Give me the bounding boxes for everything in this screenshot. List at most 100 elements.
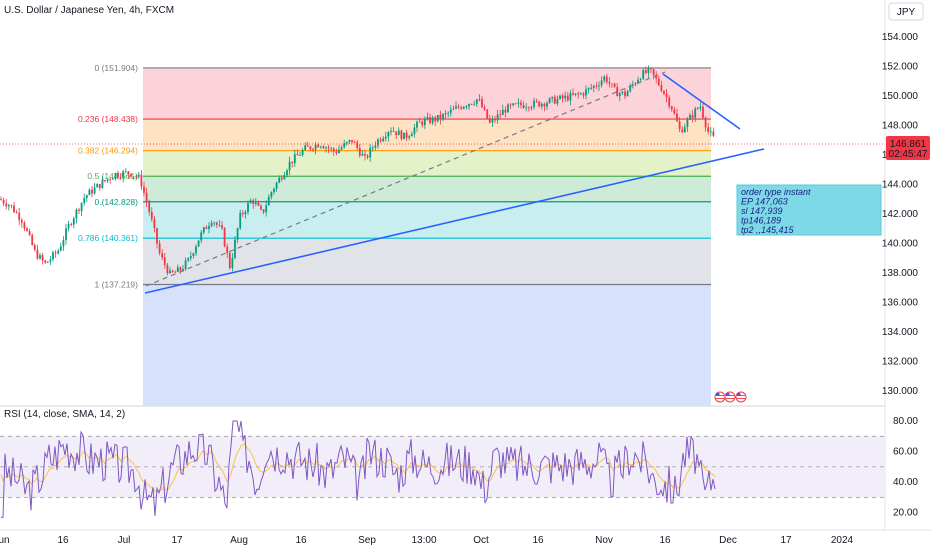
fib-level-label: 0.(142.828) [95,197,139,207]
candle-body [0,199,2,201]
candle-body [486,109,489,119]
price-tick: 136.000 [882,298,919,309]
candle-body [707,127,710,132]
candle-body [223,228,226,247]
candle-body [52,252,54,260]
candle-body [603,76,606,81]
us-flag-canton-icon [737,393,741,396]
candle-body [20,220,23,223]
candle-body [668,97,671,107]
candle-body [184,260,187,269]
candle-body [501,109,504,115]
time-tick: un [0,535,10,546]
candle-body [132,176,135,178]
candle-body [215,222,218,225]
order-note-line: order type instant [741,187,811,197]
time-tick: 13:00 [411,535,436,546]
candle-body [234,239,236,258]
order-note-box[interactable] [736,184,882,236]
currency-button[interactable] [888,2,924,21]
candle-body [304,145,307,151]
current-price-value: 146.861 [890,139,927,150]
price-tick: 154.000 [882,32,919,43]
candle-body [286,170,288,176]
candle-body [278,177,281,183]
dashed-trendline[interactable] [145,71,666,287]
candle-body [210,222,213,226]
candle-body [325,147,327,149]
candle-body [465,106,468,108]
candle-body [509,104,512,106]
candle-body [598,85,600,87]
candle-body [702,106,704,118]
candle-body [629,85,632,92]
candle-body [392,131,395,132]
rsi-title: RSI (14, close, SMA, 14, 2) [4,409,125,420]
candle-body [314,144,317,150]
candle-body [540,103,543,107]
candle-body [119,177,122,178]
candle-body [111,178,114,180]
candle-body [130,173,132,177]
candle-body [330,148,333,150]
candle-body [691,115,694,118]
candle-body [410,133,413,137]
resistance-trendline[interactable] [662,73,741,130]
candle-body [10,205,13,206]
candle-body [483,107,486,110]
time-tick: 16 [295,535,307,546]
candle-body [145,192,148,203]
candle-body [408,136,411,138]
candle-body [444,113,447,115]
candle-body [663,90,665,94]
candle-body [639,78,642,80]
candle-body [587,87,590,90]
rsi-line [1,420,716,518]
current-price-badge [886,136,930,160]
candle-body [704,117,707,128]
price-tick: 140.000 [882,239,919,250]
candle-body [202,227,205,233]
candle-body [291,161,294,164]
candle-body [23,222,26,229]
candle-body [696,108,699,109]
candle-body [553,96,556,104]
candle-body [657,78,660,86]
time-tick: Sep [358,535,376,546]
fib-level-label: 0 (151.904) [95,63,139,73]
candle-body [478,99,481,100]
candle-body [647,67,650,73]
candle-body [340,147,343,150]
candle-body [473,103,476,105]
candle-body [611,83,613,85]
candle-body [455,106,457,109]
time-tick: Nov [595,535,613,546]
candle-body [39,255,41,259]
candle-body [72,218,75,225]
candle-body [153,219,156,229]
fib-level-label: 0.236 (148.438) [78,114,138,124]
candle-body [564,95,567,99]
candle-body [98,184,101,189]
candle-body [709,131,712,133]
candle-body [218,224,221,226]
candle-body [361,153,364,156]
candle-body [127,171,130,174]
candle-body [517,102,520,104]
candle-body [559,95,561,99]
candle-body [618,93,621,97]
candle-body [442,114,444,120]
candle-body [382,138,385,142]
candle-body [457,106,460,108]
price-tick: 134.000 [882,327,919,338]
candle-body [423,119,426,126]
candle-body [670,106,673,110]
candle-body [470,103,473,105]
support-trendline[interactable] [144,148,765,294]
candle-body [462,106,465,109]
candle-body [429,117,431,123]
candle-body [171,270,174,272]
candle-body [67,224,70,229]
price-tick: 142.000 [882,209,919,220]
